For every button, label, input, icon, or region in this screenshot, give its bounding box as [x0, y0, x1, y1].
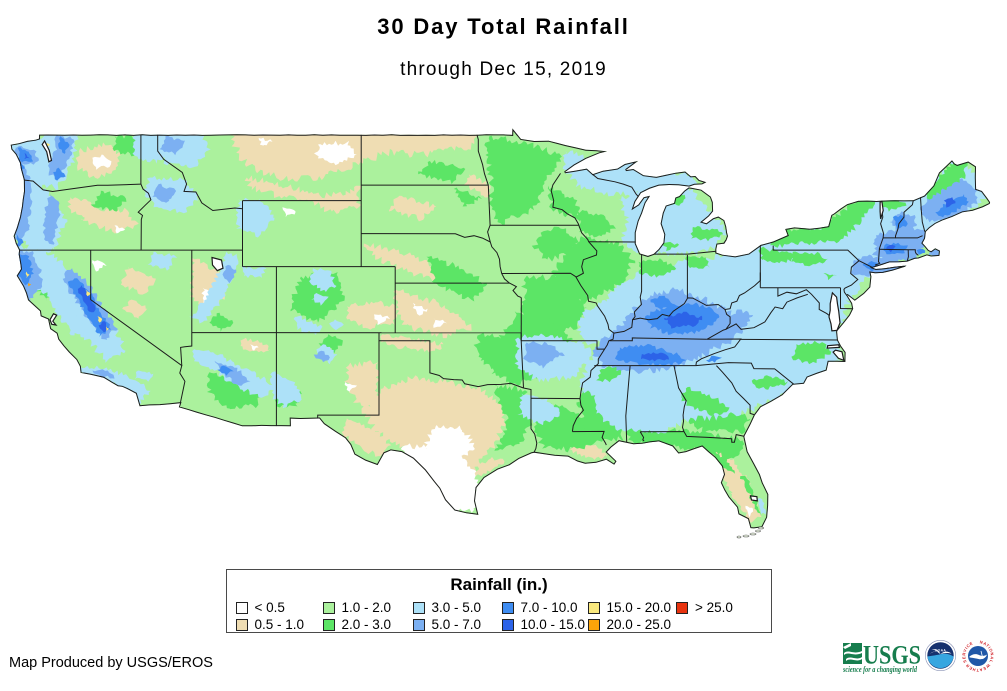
svg-text:USGS: USGS	[863, 642, 921, 670]
svg-text:NOAA: NOAA	[935, 649, 946, 653]
svg-text:science for a changing world: science for a changing world	[843, 665, 918, 674]
